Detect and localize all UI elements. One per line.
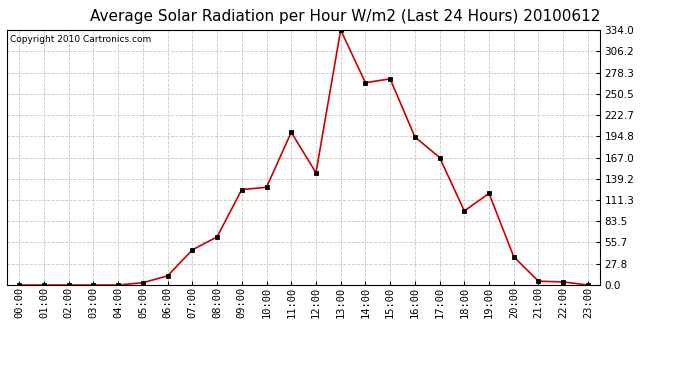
Text: Copyright 2010 Cartronics.com: Copyright 2010 Cartronics.com xyxy=(10,35,151,44)
Text: Average Solar Radiation per Hour W/m2 (Last 24 Hours) 20100612: Average Solar Radiation per Hour W/m2 (L… xyxy=(90,9,600,24)
